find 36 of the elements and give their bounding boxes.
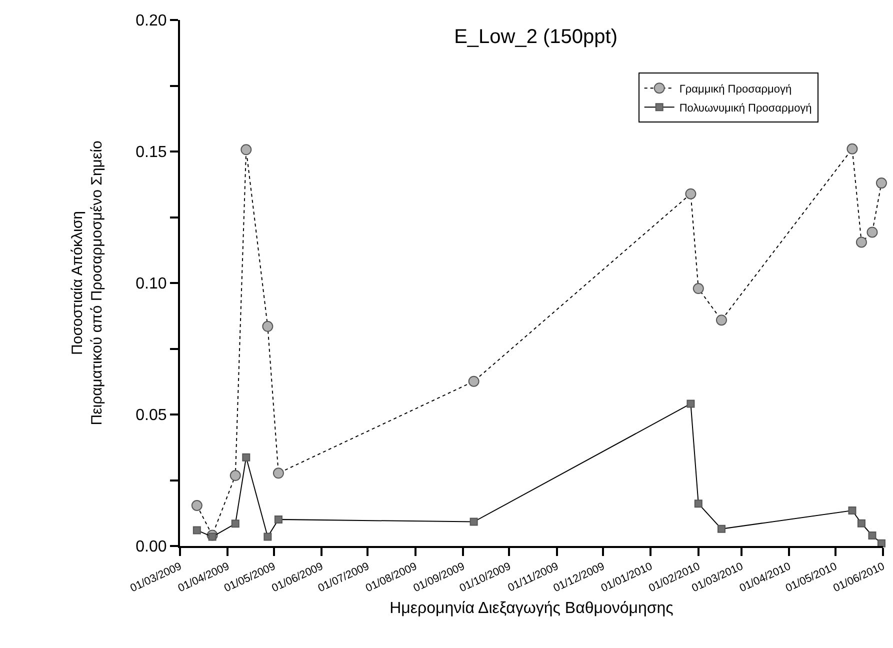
point [242,453,250,462]
y-tick-label: 0.20 [136,12,167,30]
point [468,376,480,387]
point [876,178,887,189]
y-tick-label: 0.10 [136,276,167,293]
point [716,314,727,326]
point [857,519,866,528]
y-tick-label: 0.00 [136,538,167,556]
y-tick-label: 0.15 [136,144,167,162]
point [686,400,695,408]
point [694,500,702,508]
point [692,283,704,294]
point [208,532,216,541]
point [846,143,858,154]
point [274,515,282,524]
point [685,188,696,200]
x-axis-title: Ημερομηνία Διεξαγωγής Βαθμονόμησης [390,600,674,617]
point [240,144,252,156]
point [848,506,856,514]
point [272,468,284,479]
point [717,524,726,533]
y-tick-label: 0.05 [136,407,167,424]
point [866,226,878,238]
point [192,526,201,534]
point [470,518,478,526]
point [264,532,272,541]
legend-label: Πολυωνυμική Προσαρμογή [679,102,812,114]
point [191,500,202,511]
chart-title: E_Low_2 (150ppt) [454,26,618,48]
y-axis-title: Ποσοστιαία Απόκλιση Πειραματικού από Προσαρμοσμένο Σημείο [68,140,106,426]
point [230,470,241,482]
point [231,520,240,528]
point [856,236,867,248]
point [262,320,274,332]
point [868,531,876,540]
legend-label: Γραμμική Προσαρμογή [679,83,792,96]
